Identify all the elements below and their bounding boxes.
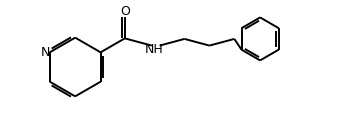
Text: O: O xyxy=(120,5,130,18)
Text: N: N xyxy=(40,46,50,59)
Text: NH: NH xyxy=(145,43,164,56)
